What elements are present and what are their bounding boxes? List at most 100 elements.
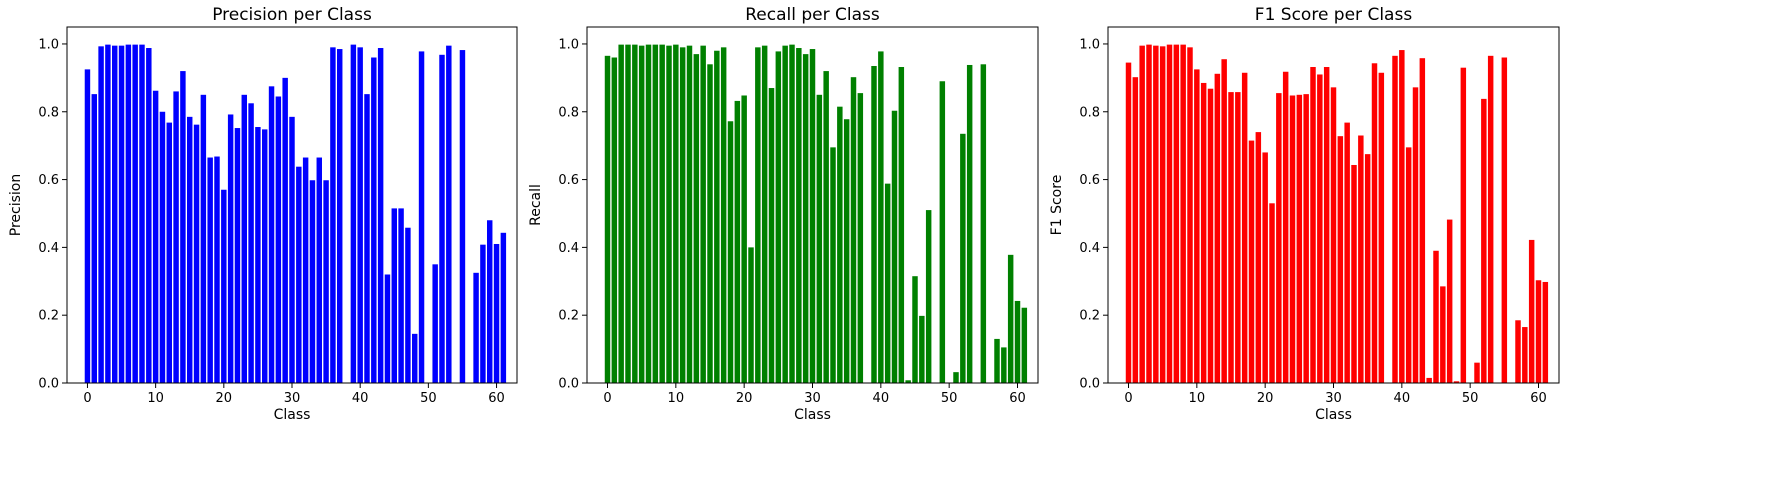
bar-class-21 (1269, 203, 1275, 383)
bar-class-20 (1262, 152, 1268, 383)
bar-class-19 (214, 156, 220, 383)
bar-class-4 (632, 44, 638, 383)
y-tick-label: 0.2 (38, 309, 59, 324)
bar-class-29 (1323, 67, 1330, 383)
bars (1125, 44, 1549, 384)
bar-class-1 (91, 94, 97, 383)
x-tick-label: 50 (420, 391, 437, 406)
bar-class-57 (994, 338, 1000, 383)
bar-class-15 (1228, 92, 1234, 383)
x-tick-label: 50 (1462, 391, 1479, 406)
y-tick-label: 0.0 (38, 377, 59, 392)
bar-class-14 (180, 71, 186, 383)
bar-class-58 (1522, 327, 1528, 383)
bar-class-26 (1303, 94, 1309, 383)
x-tick-label: 20 (1257, 391, 1274, 406)
chart-title: Precision per Class (212, 5, 372, 25)
bar-class-61 (1542, 281, 1549, 383)
bar-class-10 (673, 44, 679, 383)
bar-class-22 (234, 128, 241, 383)
bar-class-46 (1440, 286, 1446, 383)
f1-score-chart-panel: F1 Score per Class Class F1 Score 0 10 20 3… (1049, 5, 1560, 423)
bar-class-52 (1481, 98, 1487, 383)
x-axis-label: Class (274, 407, 311, 423)
bar-class-18 (1248, 140, 1255, 383)
bar-class-27 (268, 86, 275, 383)
bar-class-31 (816, 94, 823, 383)
bar-class-47 (1446, 219, 1453, 383)
y-tick-label: 0.8 (558, 105, 579, 120)
x-tick-label: 10 (668, 391, 685, 406)
bar-class-48 (412, 333, 418, 383)
bar-class-1 (1132, 77, 1139, 384)
bar-class-60 (1535, 280, 1542, 383)
bar-class-59 (1007, 254, 1014, 383)
bar-class-23 (761, 45, 768, 384)
y-tick-label: 0.6 (1079, 173, 1100, 188)
bar-class-23 (241, 94, 247, 383)
bar-class-10 (152, 90, 159, 384)
bar-class-14 (1221, 59, 1227, 384)
y-tick-label: 1.0 (38, 37, 59, 52)
bar-class-33 (309, 180, 316, 383)
bar-class-49 (939, 81, 946, 383)
bar-class-27 (1310, 67, 1316, 383)
bar-class-34 (316, 157, 322, 383)
x-tick-label: 20 (736, 391, 753, 406)
x-axis-label: Class (794, 407, 831, 423)
bar-class-7 (1173, 44, 1180, 383)
bar-class-24 (248, 103, 254, 383)
bar-class-2 (618, 44, 624, 383)
bar-class-30 (809, 49, 816, 383)
bar-class-11 (159, 111, 166, 383)
bar-class-28 (796, 48, 802, 384)
bar-class-27 (789, 44, 795, 383)
x-tick-label: 40 (873, 391, 890, 406)
bar-class-13 (693, 54, 700, 384)
chart-title: F1 Score per Class (1255, 5, 1413, 25)
bar-class-29 (802, 54, 809, 384)
bar-class-13 (1214, 73, 1221, 383)
bar-class-23 (1282, 71, 1289, 383)
bar-class-28 (1317, 74, 1323, 383)
bar-class-16 (1235, 92, 1241, 383)
bar-class-46 (398, 208, 404, 383)
bar-class-20 (741, 95, 747, 384)
x-tick-label: 60 (1009, 391, 1026, 406)
bar-class-10 (1194, 69, 1200, 383)
y-axis-label: Precision (8, 174, 24, 236)
bar-class-22 (755, 47, 761, 384)
bar-class-24 (768, 88, 775, 383)
bar-class-53 (966, 64, 973, 383)
bar-class-36 (330, 47, 336, 384)
bar-class-8 (139, 44, 145, 383)
bar-class-32 (302, 157, 309, 383)
bar-class-35 (1364, 154, 1371, 383)
bar-class-24 (1289, 95, 1296, 384)
bar-class-31 (1337, 136, 1344, 383)
bar-class-42 (1412, 87, 1419, 383)
bars (604, 44, 1028, 384)
bar-class-39 (350, 44, 357, 383)
bar-class-42 (891, 110, 898, 384)
bar-class-59 (487, 220, 493, 383)
bar-class-58 (1001, 347, 1007, 383)
bar-class-12 (166, 122, 172, 384)
recall-chart-panel: Recall per Class Class Recall 0 10 20 30 40 5… (528, 5, 1039, 423)
bar-class-57 (473, 272, 479, 383)
bar-class-21 (227, 114, 234, 383)
bar-class-60 (1014, 300, 1021, 383)
bar-class-1 (611, 57, 618, 383)
bar-class-37 (337, 49, 343, 383)
bar-class-44 (384, 274, 391, 383)
x-tick-label: 30 (1325, 391, 1342, 406)
y-tick-label: 0.4 (38, 241, 59, 256)
bar-class-52 (960, 133, 966, 383)
bar-class-42 (371, 57, 377, 383)
bar-class-15 (187, 116, 193, 383)
bar-class-0 (84, 69, 91, 383)
bar-class-40 (357, 47, 363, 384)
bar-class-19 (734, 100, 741, 383)
bar-class-43 (377, 48, 384, 384)
x-tick-label: 0 (603, 391, 611, 406)
